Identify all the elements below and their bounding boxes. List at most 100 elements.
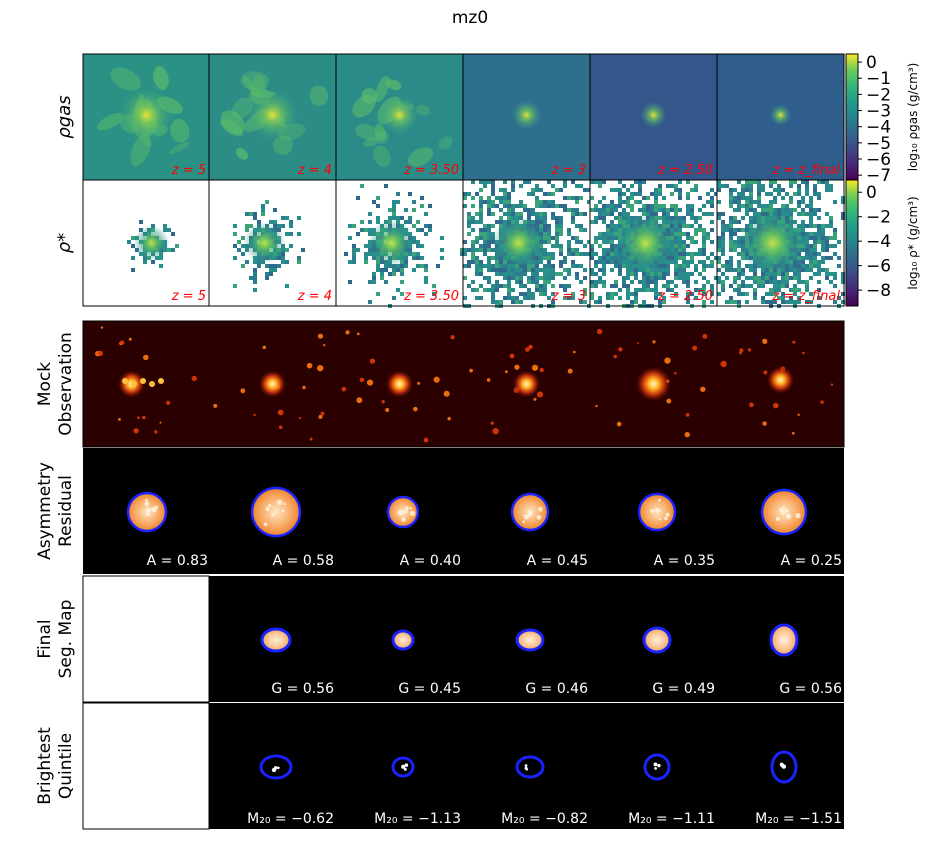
stars-pixel xyxy=(479,228,483,232)
stars-pixel xyxy=(483,184,487,188)
stars-pixel xyxy=(717,256,721,260)
stars-pixel xyxy=(563,260,567,264)
stars-pixel xyxy=(706,192,710,196)
stars-pixel xyxy=(650,276,654,280)
stars-pixel xyxy=(396,268,400,272)
mock-source xyxy=(509,353,515,359)
stars-pixel xyxy=(745,208,749,212)
stars-pixel xyxy=(555,216,559,220)
stars-pixel xyxy=(690,252,694,256)
stars-pixel xyxy=(769,192,773,196)
stars-pixel xyxy=(682,244,686,248)
stars-pixel xyxy=(547,240,551,244)
stars-pixel xyxy=(725,260,729,264)
stars-pixel xyxy=(404,208,408,212)
stars-pixel xyxy=(491,192,495,196)
mock-source xyxy=(120,340,125,345)
stars-pixel xyxy=(805,192,809,196)
stars-pixel xyxy=(610,212,614,216)
asym-residual-speck xyxy=(775,516,780,521)
stars-pixel xyxy=(622,280,626,284)
stars-pixel xyxy=(348,280,352,284)
stars-pixel xyxy=(745,196,749,200)
stars-pixel xyxy=(487,232,491,236)
stars-pixel xyxy=(666,268,670,272)
stars-pixel xyxy=(519,280,523,284)
stars-pixel xyxy=(511,204,515,208)
stars-pixel xyxy=(245,260,249,264)
stars-pixel xyxy=(563,276,567,280)
stars-pixel xyxy=(610,224,614,228)
stars-pixel xyxy=(769,292,773,296)
stars-pixel xyxy=(352,256,356,260)
stars-pixel xyxy=(729,244,733,248)
mock-source xyxy=(567,368,573,374)
stars-pixel xyxy=(737,292,741,296)
stars-pixel xyxy=(662,272,666,276)
stars-pixel xyxy=(650,192,654,196)
stars-pixel xyxy=(721,248,725,252)
stars-pixel xyxy=(614,256,618,260)
stars-pixel xyxy=(487,228,491,232)
stars-pixel xyxy=(543,280,547,284)
stars-pixel xyxy=(587,188,591,192)
stars-pixel xyxy=(618,216,622,220)
m20-value: M₂₀ = −0.82 xyxy=(501,811,588,827)
stars-pixel xyxy=(741,216,745,220)
stars-pixel xyxy=(781,276,785,280)
stars-pixel xyxy=(654,272,658,276)
quintile-bright-pixel xyxy=(525,767,529,771)
stars-pixel xyxy=(598,184,602,188)
stars-pixel xyxy=(765,276,769,280)
stars-pixel xyxy=(515,300,519,304)
stars-pixel xyxy=(547,192,551,196)
stars-pixel xyxy=(523,284,527,288)
stars-pixel xyxy=(483,200,487,204)
stars-pixel xyxy=(543,252,547,256)
stars-pixel xyxy=(614,260,618,264)
stars-pixel xyxy=(602,248,606,252)
stars-pixel xyxy=(710,284,714,288)
stars-pixel xyxy=(662,296,666,300)
stars-pixel xyxy=(642,180,646,184)
stars-pixel xyxy=(674,212,678,216)
stars-pixel xyxy=(717,244,721,248)
stars-pixel xyxy=(809,248,813,252)
stars-pixel xyxy=(487,212,491,216)
stars-pixel xyxy=(523,208,527,212)
stars-pixel xyxy=(583,228,587,232)
stars-pixel xyxy=(515,212,519,216)
gas-filament xyxy=(385,79,402,91)
stars-pixel xyxy=(348,236,352,240)
stars-pixel xyxy=(241,264,245,268)
asym-residual-speck xyxy=(781,510,786,515)
mock-source xyxy=(316,364,324,372)
stars-pixel xyxy=(717,200,721,204)
stars-pixel xyxy=(634,276,638,280)
stars-pixel xyxy=(543,192,547,196)
stars-pixel xyxy=(666,184,670,188)
stars-pixel xyxy=(551,204,555,208)
stars-pixel xyxy=(634,192,638,196)
stars-pixel xyxy=(749,188,753,192)
stars-pixel xyxy=(757,280,761,284)
gas-filament xyxy=(153,66,169,91)
stars-pixel xyxy=(789,288,793,292)
stars-pixel xyxy=(507,288,511,292)
stars-pixel xyxy=(579,228,583,232)
mock-source xyxy=(323,344,326,347)
stars-pixel xyxy=(753,288,757,292)
stars-pixel xyxy=(285,260,289,264)
stars-pixel xyxy=(710,188,714,192)
stars-pixel xyxy=(813,272,817,276)
stars-pixel xyxy=(805,256,809,260)
stars-pixel xyxy=(515,280,519,284)
stars-pixel xyxy=(463,248,467,252)
stars-pixel xyxy=(285,248,289,252)
stars-pixel xyxy=(424,268,428,272)
stars-pixel xyxy=(622,264,626,268)
stars-pixel xyxy=(781,188,785,192)
stars-pixel xyxy=(813,184,817,188)
stars-pixel xyxy=(487,224,491,228)
stars-pixel xyxy=(535,188,539,192)
